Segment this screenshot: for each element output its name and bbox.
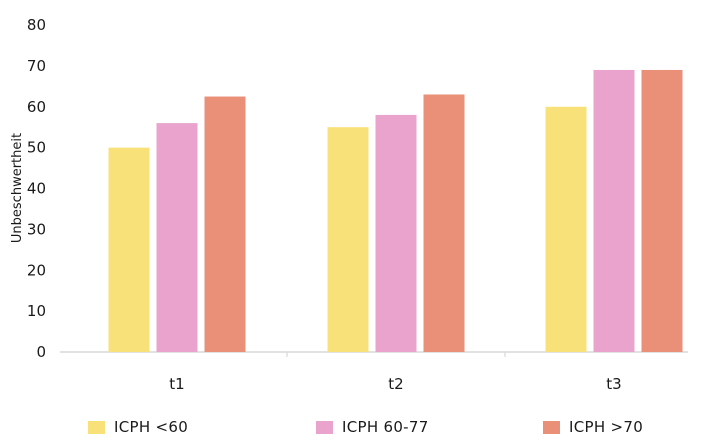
- y-tick-label-70: 70: [27, 57, 46, 75]
- legend-item-2: ICPH 60-77: [316, 418, 429, 436]
- bar-t1-series-1: [108, 147, 150, 352]
- labels: 0 10 20 30 40 50 60 70 80 t1 t2 t3: [27, 16, 622, 393]
- bar-t3-series-1: [545, 106, 587, 352]
- legend-label-2: ICPH 60-77: [342, 418, 429, 436]
- y-tick-label-50: 50: [27, 139, 46, 157]
- legend-swatch-3: [543, 420, 560, 434]
- bar-t3-series-3: [641, 69, 683, 353]
- legend-swatch-1: [88, 420, 105, 434]
- bar-t1-series-3: [204, 96, 246, 352]
- x-tick-label-t2: t2: [388, 375, 403, 393]
- bar-t2-series-2: [375, 114, 417, 352]
- y-tick-label-80: 80: [27, 16, 46, 34]
- bar-t1-series-2: [156, 123, 198, 352]
- axes: [60, 351, 688, 357]
- bar-chart: 0 10 20 30 40 50 60 70 80 t1 t2 t3 Unbeschwertheit: [10, 16, 688, 393]
- legend-label-1: ICPH <60: [114, 418, 189, 436]
- bars: [108, 69, 683, 353]
- legend-item-3: ICPH >70: [543, 418, 643, 436]
- x-tick-label-t1: t1: [169, 375, 184, 393]
- y-tick-label-0: 0: [36, 343, 46, 361]
- y-tick-label-60: 60: [27, 98, 46, 116]
- y-tick-label-20: 20: [27, 261, 46, 279]
- y-tick-label-40: 40: [27, 180, 46, 198]
- y-tick-label-10: 10: [27, 302, 46, 320]
- legend-label-3: ICPH >70: [569, 418, 644, 436]
- y-tick-label-30: 30: [27, 220, 46, 238]
- legend: ICPH <60 ICPH 60-77 ICPH >70: [0, 418, 705, 442]
- x-tick-label-t3: t3: [606, 375, 621, 393]
- bar-t3-series-2: [593, 69, 635, 353]
- bar-t2-series-1: [327, 127, 369, 352]
- bar-t2-series-3: [423, 94, 465, 353]
- y-axis-label: Unbeschwertheit: [10, 133, 25, 243]
- legend-item-1: ICPH <60: [88, 418, 188, 436]
- legend-swatch-2: [316, 420, 333, 434]
